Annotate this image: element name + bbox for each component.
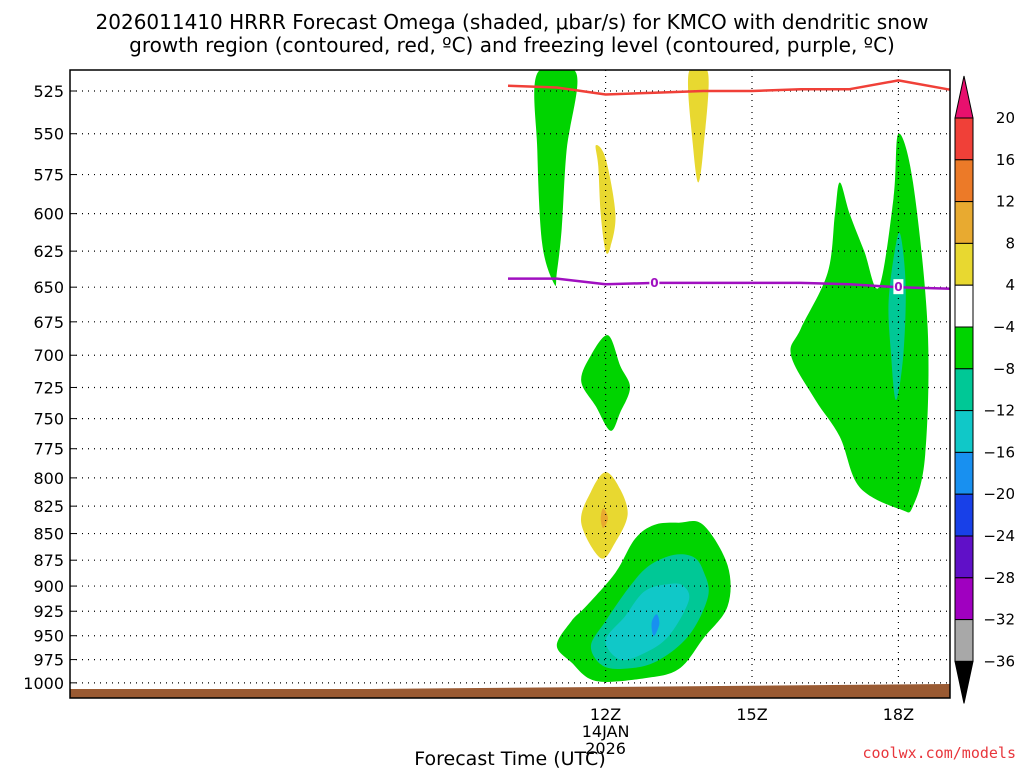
site-credit: coolwx.com/models bbox=[862, 744, 1016, 762]
y-tick-label: 975 bbox=[33, 651, 64, 670]
colorbar-swatch bbox=[954, 242, 974, 286]
x-tick-year-label: 2026 bbox=[585, 739, 626, 758]
colorbar: 20 16 12 8 4 −4 −8 −12 −16 −20 −24 −28 −32 −36 bbox=[954, 75, 1015, 704]
x-tick-label: 18Z bbox=[883, 705, 914, 724]
omega-region bbox=[605, 583, 690, 661]
y-tick-label: 1000 bbox=[23, 674, 64, 693]
freezing-level-label: 0 bbox=[894, 280, 902, 294]
omega-region bbox=[888, 232, 906, 400]
omega-region bbox=[595, 145, 616, 254]
contour-label-background bbox=[893, 279, 904, 295]
colorbar-bottom-arrow bbox=[954, 660, 974, 704]
colorbar-swatch bbox=[954, 117, 974, 161]
contour-lines: 000 bbox=[507, 79, 950, 295]
x-tick-date-label: 14JAN bbox=[582, 722, 630, 741]
colorbar-swatch bbox=[954, 284, 974, 328]
y-tick-label: 600 bbox=[33, 205, 64, 224]
y-tick-label: 825 bbox=[33, 497, 64, 516]
colorbar-tick-label: −24 bbox=[983, 527, 1015, 545]
colorbar-tick-label: −36 bbox=[983, 652, 1015, 670]
y-tick-label: 775 bbox=[33, 440, 64, 459]
omega-region bbox=[581, 335, 630, 431]
x-tick-label: 15Z bbox=[736, 705, 767, 724]
colorbar-tick-label: −12 bbox=[983, 402, 1015, 420]
colorbar-tick-label: 12 bbox=[996, 193, 1015, 211]
plot-frame bbox=[69, 69, 951, 699]
colorbar-tick-label: 20 bbox=[996, 109, 1015, 127]
y-tick-label: 700 bbox=[33, 346, 64, 365]
omega-region bbox=[790, 133, 929, 513]
y-tick-label: 525 bbox=[33, 82, 64, 101]
colorbar-top-arrow bbox=[954, 75, 974, 119]
colorbar-swatch bbox=[954, 326, 974, 370]
y-tick-label: 625 bbox=[33, 242, 64, 261]
y-tick-label: 750 bbox=[33, 410, 64, 429]
terrain-ground-band bbox=[70, 684, 950, 698]
colorbar-tick-label: −20 bbox=[983, 485, 1015, 503]
colorbar-tick-label: −8 bbox=[993, 360, 1015, 378]
plot-area: 000 525550575600625650675700725750775800… bbox=[23, 69, 951, 758]
omega-region bbox=[534, 70, 578, 286]
omega-region bbox=[600, 508, 608, 529]
y-tick-label: 850 bbox=[33, 525, 64, 544]
y-tick-label: 800 bbox=[33, 469, 64, 488]
x-axis-labels: 12Z14JAN202615Z18Z21Z00Z15JAN03Z bbox=[582, 705, 914, 758]
colorbar-swatch bbox=[954, 368, 974, 412]
chart-title-line-1: 2026011410 HRRR Forecast Omega (shaded, … bbox=[96, 10, 929, 34]
colorbar-swatch bbox=[954, 451, 974, 495]
x-tick-label: 12Z bbox=[590, 705, 621, 724]
omega-region bbox=[651, 614, 660, 636]
chart-title-line-2: growth region (contoured, red, ºC) and f… bbox=[129, 33, 895, 57]
y-tick-label: 950 bbox=[33, 627, 64, 646]
colorbar-swatch bbox=[954, 493, 974, 537]
y-tick-label: 675 bbox=[33, 313, 64, 332]
y-tick-label: 725 bbox=[33, 378, 64, 397]
colorbar-swatch bbox=[954, 577, 974, 621]
colorbar-swatch bbox=[954, 201, 974, 244]
colorbar-swatch bbox=[954, 159, 974, 203]
colorbar-tick-label: 4 bbox=[1005, 276, 1015, 294]
y-tick-label: 550 bbox=[33, 125, 64, 144]
colorbar-swatch bbox=[954, 619, 974, 662]
colorbar-tick-label: 8 bbox=[1005, 234, 1015, 252]
colorbar-tick-label: −4 bbox=[993, 318, 1015, 336]
colorbar-tick-label: 16 bbox=[996, 151, 1015, 169]
colorbar-swatch bbox=[954, 410, 974, 453]
colorbar-tick-label: −16 bbox=[983, 443, 1015, 461]
y-axis-labels: 525 550 575 600 625 650 675 700 725 750 775 800 825 8… bbox=[23, 82, 64, 693]
freezing-level-label: 0 bbox=[650, 276, 658, 290]
colorbar-swatch bbox=[954, 535, 974, 579]
x-axis-title: Forecast Time (UTC) bbox=[414, 748, 605, 768]
y-tick-label: 575 bbox=[33, 166, 64, 185]
y-tick-label: 650 bbox=[33, 278, 64, 297]
omega-region bbox=[688, 70, 709, 183]
grid-lines bbox=[70, 70, 950, 698]
contour-label-background bbox=[649, 274, 660, 290]
y-tick-label: 875 bbox=[33, 551, 64, 570]
colorbar-tick-label: −32 bbox=[983, 611, 1015, 629]
plot-background bbox=[70, 70, 950, 698]
colorbar-tick-label: −28 bbox=[983, 569, 1015, 587]
dgz-minus12c-contour bbox=[507, 79, 950, 96]
y-tick-label: 925 bbox=[33, 602, 64, 621]
omega-shaded-regions bbox=[534, 70, 929, 682]
y-tick-label: 900 bbox=[33, 577, 64, 596]
